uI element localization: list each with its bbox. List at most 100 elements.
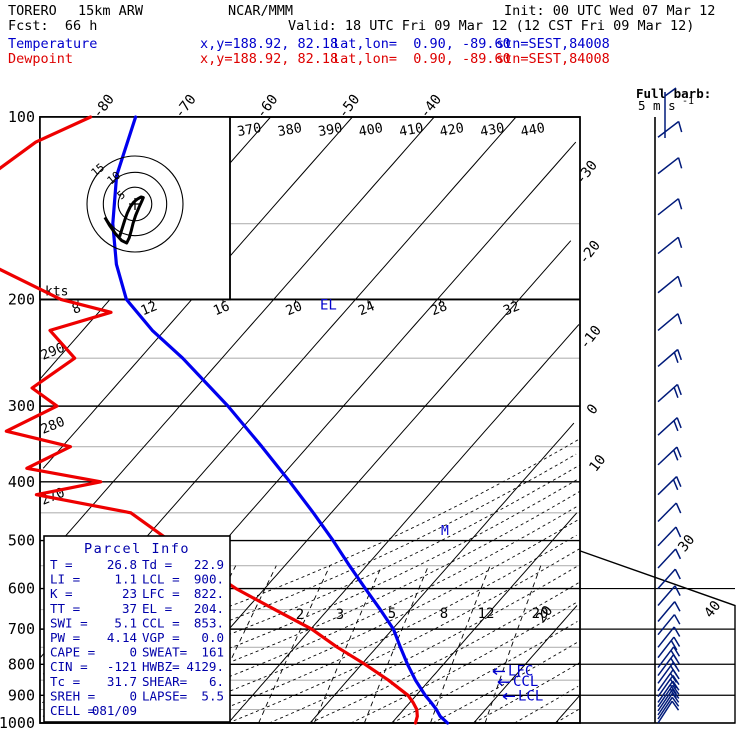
temperature-legend-stn: stn=SEST,84008: [496, 36, 610, 52]
pressure-tick-200: 200: [8, 290, 35, 308]
profile-temperature: [111, 115, 450, 725]
pressure-tick-400: 400: [8, 473, 35, 491]
wind-barb: [657, 502, 682, 523]
wind-speed-label-20: 20: [283, 298, 304, 319]
ccl-annotation: CCL: [513, 674, 538, 690]
theta-top-label-390: 390: [317, 120, 344, 140]
model-resolution: 15km ARW: [78, 3, 144, 19]
theta-top-label-400: 400: [357, 120, 384, 140]
theta-left-label-280: 280: [39, 414, 68, 438]
parcel-label-right: VGP =: [142, 630, 180, 645]
mixing-ratio-label-20: 20: [532, 606, 549, 622]
parcel-info-box: Parcel Info T = 26.8 Td = 22.9 LI = 1.1 LCL = 90…: [43, 535, 231, 723]
parcel-label-right: EL =: [142, 601, 172, 616]
init-time: Init: 00 UTC Wed 07 Mar 12: [504, 3, 716, 19]
parcel-label-left: PW =: [50, 630, 80, 645]
pressure-tick-800: 800: [8, 655, 35, 673]
moist-adiabat-lines: [42, 438, 581, 724]
wind-barb: [657, 680, 680, 703]
model-name: TORERO: [8, 3, 57, 19]
parcel-label-right: SWEAT=: [142, 645, 187, 660]
wind-barb: [657, 696, 680, 720]
el-annotation: EL: [320, 298, 337, 314]
forecast-hour: Fcst: 66 h: [8, 18, 98, 34]
wind-barb: [657, 446, 682, 466]
pressure-tick-900: 900: [8, 686, 35, 704]
parcel-label-left: LI =: [50, 572, 80, 587]
wind-barb: [657, 526, 682, 547]
pressure-tick-500: 500: [8, 532, 35, 550]
parcel-value-left: 5.1: [114, 615, 137, 630]
wind-barb: [657, 383, 682, 403]
wind-barb: [657, 601, 681, 622]
parcel-label-left: CELL =: [50, 703, 95, 718]
wind-barb: [657, 626, 681, 648]
mixing-ratio-label-2: 2: [296, 607, 304, 623]
valid-time: Valid: 18 UTC Fri 09 Mar 12 (12 CST Fri …: [288, 18, 695, 34]
mixing-ratio-label-3: 3: [336, 607, 344, 623]
parcel-value-right: 6.: [209, 674, 224, 689]
parcel-value-left: 37: [122, 601, 137, 616]
parcel-label-right: LFC =: [142, 586, 180, 601]
sounding-profiles: [0, 115, 450, 725]
wind-barb: [657, 157, 683, 175]
parcel-value-left: 23: [122, 586, 137, 601]
theta-top-label-420: 420: [438, 120, 465, 140]
parcel-value-left: 26.8: [107, 557, 137, 572]
hodograph-trace: [103, 195, 145, 245]
m-marker: M: [441, 524, 449, 539]
wind-speed-label-16: 16: [211, 298, 232, 319]
mixing-ratio-label-12: 12: [478, 606, 495, 622]
dewpoint-legend-latlon: lat,lon= 0.90, -89.60: [332, 51, 511, 67]
parcel-label-left: T =: [50, 557, 73, 572]
parcel-label-right: Td =: [142, 557, 172, 572]
temperature-legend-xy: x,y=188.92, 82.18: [200, 36, 339, 52]
parcel-label-right: LCL =: [142, 572, 180, 587]
wind-speed-label-32: 32: [501, 298, 522, 319]
wind-barb: [657, 548, 682, 569]
parcel-value-left: 0: [129, 688, 137, 703]
parcel-label-right: HWBZ=: [142, 659, 180, 674]
lcl-annotation: LCL: [518, 688, 543, 704]
parcel-label-left: CAPE =: [50, 645, 95, 660]
wind-barb: [657, 700, 680, 724]
isotherm-right-label-30: 30: [675, 532, 698, 555]
theta-top-label-410: 410: [398, 120, 425, 140]
parcel-label-left: K =: [50, 586, 73, 601]
parcel-value-right: 0.0: [201, 630, 224, 645]
dewpoint-legend-label: Dewpoint: [8, 51, 74, 67]
isotherm-right-label--30: -30: [573, 158, 601, 188]
pressure-tick-600: 600: [8, 580, 35, 598]
wind-barb: [657, 568, 681, 590]
theta-top-label-370: 370: [236, 120, 263, 140]
pressure-tick-1000: 1000: [0, 714, 35, 732]
temperature-legend-latlon: lat,lon= 0.90, -89.60: [332, 36, 511, 52]
theta-top-label-430: 430: [479, 120, 506, 140]
pressure-tick-300: 300: [8, 397, 35, 415]
dewpoint-legend-xy: x,y=188.92, 82.18: [200, 51, 339, 67]
isotherm-right-label--10: -10: [577, 323, 605, 353]
parcel-value-left: 31.7: [107, 674, 137, 689]
parcel-value-right: 5.5: [201, 688, 224, 703]
theta-top-label-440: 440: [519, 120, 546, 140]
isotherm-right-label-10: 10: [586, 452, 609, 475]
isotherm-right-label-40: 40: [701, 598, 724, 621]
wind-barb: [657, 585, 681, 607]
pressure-tick-700: 700: [8, 620, 35, 638]
parcel-info-title: Parcel Info: [84, 541, 190, 557]
wind-speed-label-24: 24: [356, 298, 377, 319]
parcel-label-right: CCL =: [142, 615, 180, 630]
isotherm-right-label-0: 0: [584, 401, 602, 417]
barb-legend-line1: Full barb:: [636, 86, 711, 101]
parcel-label-right: LAPSE=: [142, 688, 187, 703]
wind-barb: [657, 313, 683, 331]
wind-barb: [657, 417, 682, 436]
wind-barb: [657, 348, 683, 368]
parcel-label-left: SREH =: [50, 688, 95, 703]
wind-barb: [657, 120, 683, 138]
wind-speed-label-28: 28: [428, 298, 449, 319]
wind-barb: [657, 236, 683, 255]
